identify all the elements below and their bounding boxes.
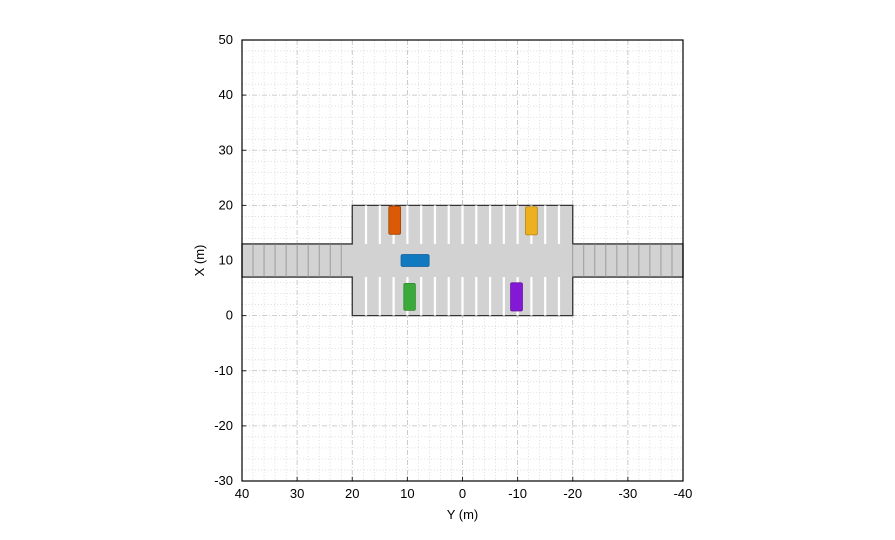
svg-text:0: 0 — [226, 308, 233, 323]
svg-text:10: 10 — [219, 253, 233, 268]
svg-text:Y (m): Y (m) — [447, 507, 479, 522]
svg-text:10: 10 — [400, 486, 414, 501]
svg-text:-20: -20 — [214, 418, 233, 433]
svg-text:20: 20 — [219, 197, 233, 212]
svg-text:30: 30 — [219, 142, 233, 157]
svg-text:0: 0 — [459, 486, 466, 501]
svg-text:30: 30 — [290, 486, 304, 501]
svg-text:X (m): X (m) — [192, 245, 207, 277]
svg-text:50: 50 — [219, 32, 233, 47]
svg-text:-20: -20 — [563, 486, 582, 501]
svg-text:-10: -10 — [214, 363, 233, 378]
svg-text:40: 40 — [219, 87, 233, 102]
svg-text:-40: -40 — [674, 486, 693, 501]
svg-text:-30: -30 — [618, 486, 637, 501]
svg-text:40: 40 — [235, 486, 249, 501]
svg-text:-10: -10 — [508, 486, 527, 501]
svg-text:-30: -30 — [214, 473, 233, 488]
svg-text:20: 20 — [345, 486, 359, 501]
